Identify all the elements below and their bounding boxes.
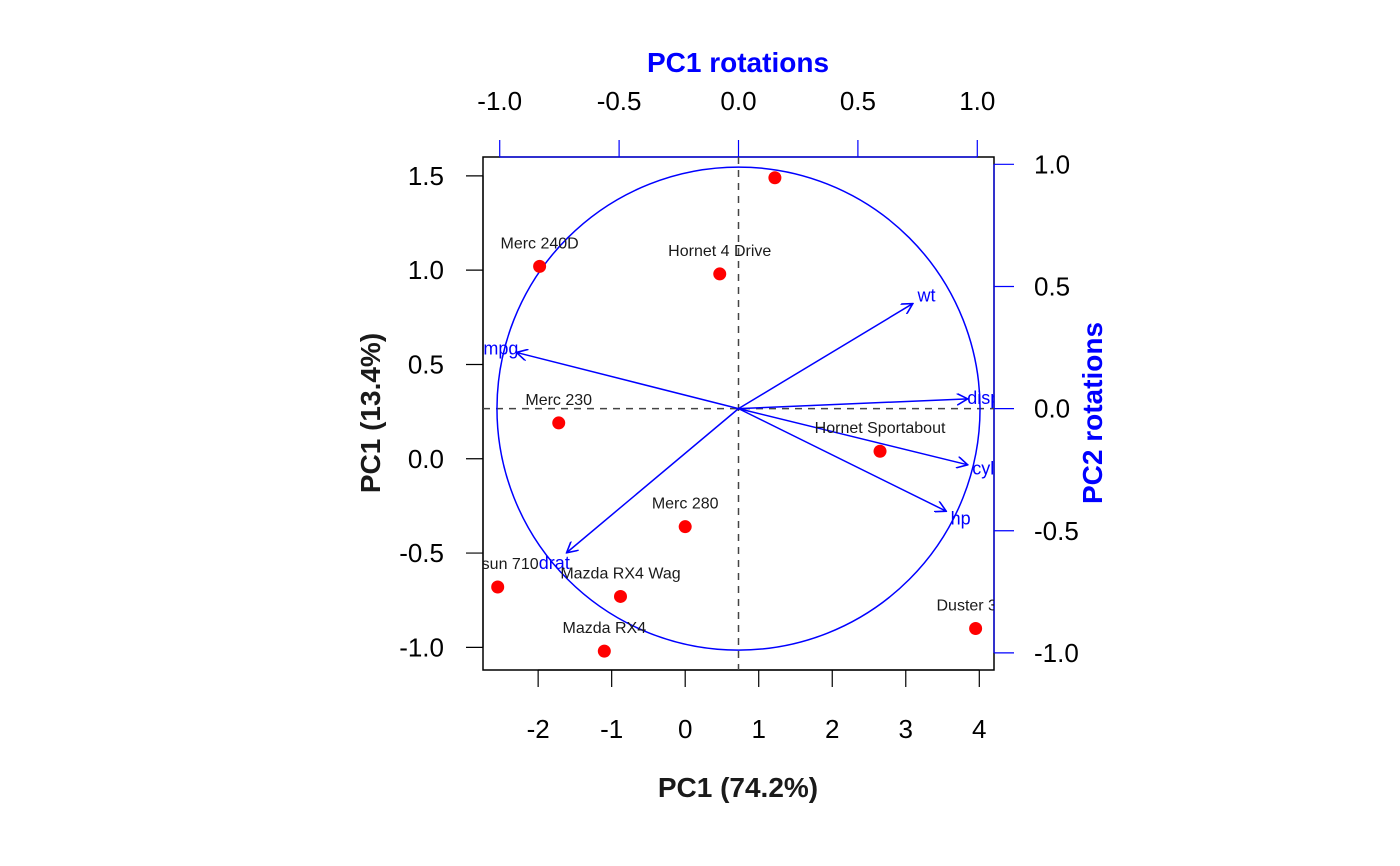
top-tick-label: -1.0 — [477, 86, 522, 116]
top-axis-title: PC1 rotations — [647, 47, 829, 78]
score-point — [873, 444, 887, 458]
loading-arrow — [738, 399, 968, 410]
top-tick-label: 0.5 — [840, 86, 876, 116]
x-tick-label: 2 — [825, 714, 839, 744]
score-point-label: Merc 230 — [525, 392, 592, 409]
reference-lines — [483, 157, 994, 670]
score-point-label: Mazda RX4 Wag — [560, 565, 680, 582]
x-tick-label: 0 — [678, 714, 692, 744]
right-rotation-axis: -1.0 -0.5 0.0 0.5 1.0 — [993, 149, 1079, 668]
correlation-circle — [496, 166, 981, 651]
top-rotation-axis: -1.0 -0.5 0.0 0.5 1.0 — [477, 86, 995, 158]
score-point — [678, 520, 692, 534]
score-point — [533, 259, 547, 273]
score-point-label: Mazda RX4 — [563, 620, 647, 637]
top-tick-label: 0.0 — [720, 86, 756, 116]
y-tick-label: 1.5 — [408, 161, 444, 191]
loading-label: drat — [539, 553, 570, 573]
score-point — [613, 589, 627, 603]
loading-label: disp — [967, 388, 1000, 408]
x-tick-label: 1 — [751, 714, 765, 744]
right-tick-label: -0.5 — [1034, 516, 1079, 546]
score-point-label: Duster 360 — [936, 598, 1014, 615]
y-tick-label: 1.0 — [408, 255, 444, 285]
score-point — [597, 644, 611, 658]
y-axis-title: PC1 (13.4%) — [355, 333, 386, 493]
right-axis-title: PC2 rotations — [1077, 322, 1108, 504]
x-tick-label: -1 — [600, 714, 623, 744]
score-point-label: Datsun 710 — [457, 556, 539, 573]
score-point-label: Hornet 4 Drive — [668, 243, 771, 260]
y-tick-label: -0.5 — [399, 538, 444, 568]
y-tick-label: -1.0 — [399, 632, 444, 662]
score-point-label: Merc 280 — [652, 496, 719, 513]
loading-arrow — [516, 352, 739, 410]
right-tick-label: 0.5 — [1034, 271, 1070, 301]
loading-arrow — [738, 304, 913, 410]
loading-label: cyl — [972, 459, 994, 479]
score-point-label: Merc 240D — [500, 235, 578, 252]
y-tick-label: 0.0 — [408, 444, 444, 474]
top-tick-label: 1.0 — [959, 86, 995, 116]
score-point — [552, 416, 566, 430]
right-tick-label: 1.0 — [1034, 149, 1070, 179]
score-point — [768, 171, 782, 185]
loading-label: hp — [951, 508, 971, 528]
loading-arrow — [738, 407, 947, 512]
loading-label: wt — [917, 285, 936, 305]
left-y-axis: -1.0 -0.5 0.0 0.5 1.0 1.5 — [399, 161, 484, 662]
top-tick-label: -0.5 — [597, 86, 642, 116]
plot-frame — [482, 156, 995, 671]
x-axis-title: PC1 (74.2%) — [658, 772, 818, 803]
score-point — [969, 622, 983, 636]
bottom-x-axis: -2 -1 0 1 2 3 4 — [527, 669, 987, 744]
score-points — [491, 171, 983, 658]
y-tick-label: 0.5 — [408, 349, 444, 379]
loading-vectors: mpg wt disp cyl hp drat — [483, 285, 1000, 573]
x-tick-label: -2 — [527, 714, 550, 744]
loading-arrow — [567, 408, 739, 553]
score-point — [713, 267, 727, 281]
x-tick-label: 3 — [899, 714, 913, 744]
loading-label: mpg — [483, 339, 518, 359]
x-tick-label: 4 — [972, 714, 986, 744]
right-tick-label: 0.0 — [1034, 394, 1070, 424]
score-point-label: Hornet Sportabout — [815, 420, 946, 437]
score-point-labels: Merc 240D Hornet 4 Drive Merc 230 Hornet Sp… — [457, 235, 1014, 637]
score-point — [491, 580, 505, 594]
right-tick-label: -1.0 — [1034, 638, 1079, 668]
loading-arrow — [738, 407, 968, 465]
